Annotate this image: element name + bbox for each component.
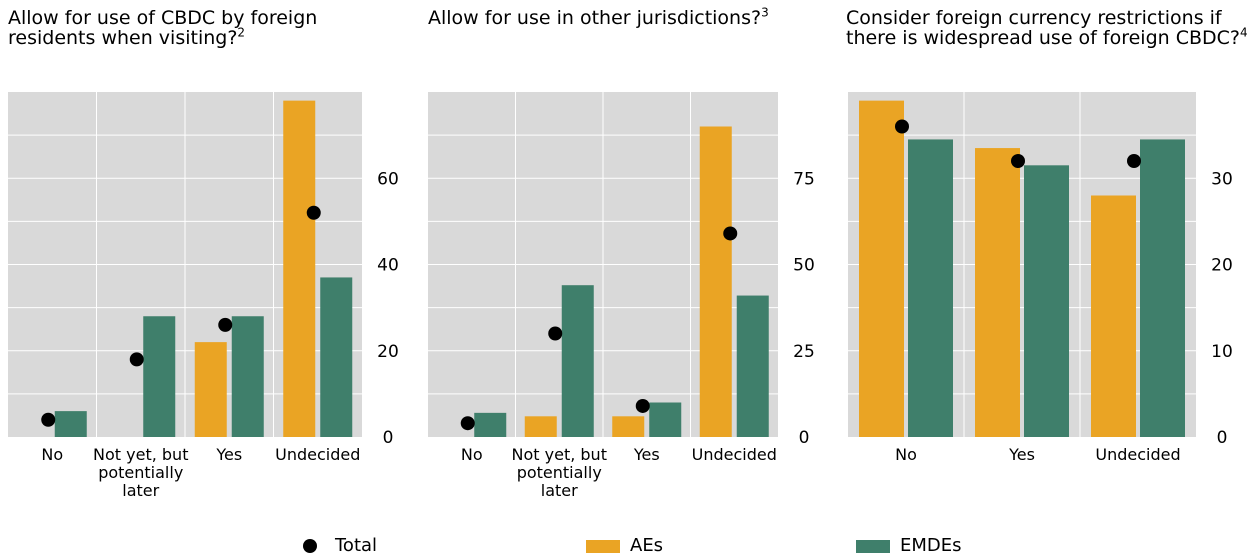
- panel-1-title: Allow for use of CBDC by foreign residen…: [8, 8, 388, 48]
- panel-2-dot-total-4: [723, 226, 738, 241]
- legend-aes: AEs: [586, 536, 663, 556]
- panel-1-footnote: 2: [237, 25, 246, 40]
- panel-2-ytick-label-2: 25: [793, 342, 815, 362]
- panel-3-category-label-1: No: [895, 445, 917, 464]
- panel-3-bar-aes-2: [975, 148, 1020, 437]
- legend-total-swatch: [303, 539, 317, 553]
- panel-2-ytick-label-3: 50: [793, 256, 815, 276]
- panel-3-ytick-label-2: 10: [1211, 342, 1233, 362]
- panel-1-category-label-2: Not yet, but potentially later: [93, 445, 188, 500]
- panel-3-title-text: Consider foreign currency restrictions i…: [846, 7, 1240, 49]
- panel-3-ytick-label-3: 20: [1211, 256, 1233, 276]
- panel-1-category-label-1: No: [41, 445, 63, 464]
- panel-1-bar-aes-4: [283, 100, 316, 437]
- panel-1-ytick-label-4: 60: [377, 169, 399, 189]
- panel-1-bar-aes-3: [194, 342, 227, 437]
- panel-2-footnote: 3: [761, 5, 769, 20]
- panel-2-ytick-label-4: 75: [793, 169, 815, 189]
- panel-1-category-label-4: Undecided: [275, 445, 360, 464]
- panel-1-dot-total-2: [129, 352, 144, 367]
- panel-3-bar-emdes-3: [1140, 139, 1185, 437]
- panel-2-category-label-4: Undecided: [692, 445, 777, 464]
- panel-1-bar-emdes-4: [320, 277, 353, 437]
- panel-1-category-label-3: Yes: [215, 445, 242, 464]
- panel-3-ytick-label-4: 30: [1211, 169, 1233, 189]
- panel-3-category-label-2: Yes: [1008, 445, 1035, 464]
- panel-2-ytick-label-1: 0: [799, 428, 810, 448]
- panel-3-bar-aes-3: [1091, 195, 1136, 437]
- panel-1-dot-total-4: [306, 205, 321, 220]
- panel-2-category-label-1: No: [461, 445, 483, 464]
- panel-1-bar-emdes-1: [54, 411, 87, 437]
- panel-2-bar-aes-3: [612, 416, 645, 437]
- legend-total: Total: [303, 536, 377, 556]
- legend-emdes: EMDEs: [856, 536, 962, 556]
- panel-3-bar-emdes-2: [1024, 165, 1069, 437]
- panel-2-bar-emdes-1: [474, 412, 507, 437]
- panel-2-bar-emdes-4: [736, 295, 769, 437]
- panel-2-bar-aes-2: [524, 416, 557, 437]
- panel-3-title: Consider foreign currency restrictions i…: [846, 8, 1250, 48]
- legend-aes-label: AEs: [630, 535, 664, 556]
- panel-2-bar-aes-4: [699, 126, 732, 437]
- panel-3-footnote: 4: [1240, 25, 1248, 40]
- panel-1-dot-total-3: [218, 317, 233, 332]
- panel-2-dot-total-1: [460, 416, 475, 431]
- panel-2-dot-total-3: [635, 398, 650, 413]
- panel-2-category-label-3: Yes: [633, 445, 660, 464]
- panel-3-bar-emdes-1: [908, 139, 953, 437]
- legend-emdes-swatch: [856, 539, 890, 553]
- panel-2-bar-emdes-2: [561, 285, 594, 437]
- panel-1-bar-emdes-3: [231, 316, 264, 437]
- legend-emdes-label: EMDEs: [900, 535, 962, 556]
- panel-3-bar-aes-1: [859, 100, 904, 437]
- panel-3-dot-total-3: [1127, 154, 1141, 168]
- panel-3-ytick-label-1: 0: [1217, 428, 1228, 448]
- panel-1-bar-emdes-2: [143, 316, 176, 437]
- panel-1-ytick-label-3: 40: [377, 256, 399, 276]
- panel-1-dot-total-1: [41, 412, 56, 427]
- panel-3-dot-total-1: [895, 119, 909, 134]
- panel-1-title-text: Allow for use of CBDC by foreign residen…: [8, 7, 318, 49]
- panel-1-ytick-label-2: 20: [377, 342, 399, 362]
- panel-2-title: Allow for use in other jurisdictions?3: [428, 5, 828, 29]
- panel-1-ytick-label-1: 0: [383, 428, 394, 448]
- panel-3-dot-total-2: [1011, 154, 1025, 168]
- panel-3-category-label-3: Undecided: [1095, 445, 1180, 464]
- legend-aes-swatch: [586, 539, 620, 553]
- panel-2-title-text: Allow for use in other jurisdictions?: [428, 7, 762, 29]
- panel-2-dot-total-2: [548, 326, 563, 341]
- legend-total-label: Total: [335, 535, 378, 556]
- panel-2-bar-emdes-3: [649, 402, 682, 437]
- charts-canvas: No Not yet, but potentially later Yes Undecid…: [8, 92, 1233, 500]
- panel-2-category-label-2: Not yet, but potentially later: [512, 445, 607, 500]
